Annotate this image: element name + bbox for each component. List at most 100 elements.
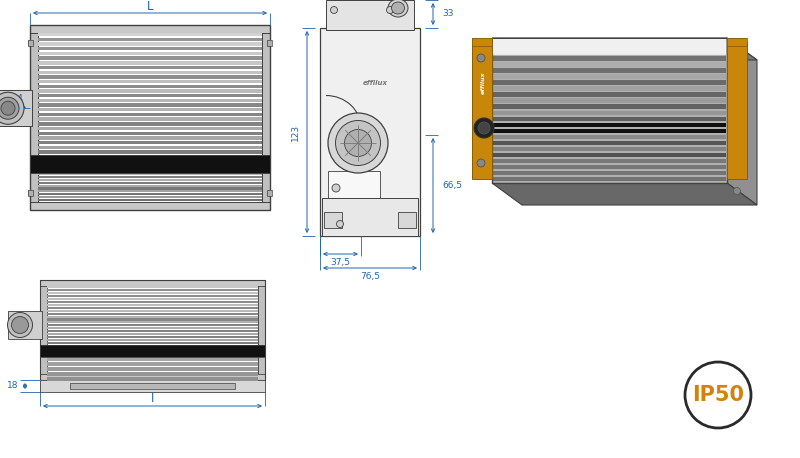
Bar [0, 90, 32, 126]
Bar [258, 283, 265, 377]
Bar [38, 75, 262, 79]
Bar [262, 30, 270, 205]
Bar [30, 202, 270, 210]
Circle shape [386, 6, 394, 13]
Bar [47, 324, 258, 327]
Circle shape [477, 159, 485, 167]
Text: 37,5: 37,5 [330, 257, 350, 267]
Bar [47, 362, 258, 365]
Bar [38, 117, 262, 121]
Ellipse shape [345, 130, 371, 157]
Bar [30, 30, 38, 205]
Circle shape [734, 187, 741, 195]
Ellipse shape [391, 2, 405, 14]
Bar [493, 56, 726, 60]
Bar [493, 123, 726, 127]
Bar [727, 38, 747, 46]
Bar [30, 30, 38, 205]
Bar [47, 289, 258, 291]
Bar [38, 94, 262, 98]
Bar [47, 327, 258, 329]
Text: 76,5: 76,5 [360, 272, 380, 280]
Bar [493, 38, 726, 43]
Polygon shape [492, 38, 757, 60]
Polygon shape [492, 183, 757, 205]
Bar [30, 25, 270, 33]
Text: l: l [151, 393, 154, 405]
Bar [38, 89, 262, 93]
Bar [38, 113, 262, 116]
Text: IP50: IP50 [692, 385, 744, 405]
Bar [30, 25, 270, 210]
Circle shape [332, 184, 340, 192]
Bar [38, 127, 262, 130]
Bar [30, 202, 270, 210]
Bar [38, 187, 262, 190]
Bar [47, 322, 258, 323]
Bar [40, 345, 265, 357]
Bar [47, 357, 258, 360]
Bar [38, 47, 262, 50]
Bar [47, 372, 258, 376]
Bar [28, 190, 33, 196]
Bar [38, 179, 262, 181]
Bar [47, 318, 258, 321]
Bar [326, 0, 414, 30]
Circle shape [477, 54, 485, 62]
Bar [47, 310, 258, 311]
Bar [267, 40, 272, 46]
Bar [47, 316, 258, 317]
Bar [47, 286, 258, 288]
Circle shape [330, 6, 338, 13]
Bar [38, 61, 262, 65]
Ellipse shape [388, 0, 408, 17]
Bar [493, 98, 726, 103]
Bar [30, 25, 270, 33]
Bar [38, 104, 262, 107]
Bar [30, 155, 270, 173]
Bar [472, 42, 492, 179]
Bar [38, 108, 262, 111]
Ellipse shape [474, 118, 494, 138]
Bar [493, 44, 726, 49]
Bar [493, 165, 726, 169]
Bar [492, 38, 727, 183]
Bar [320, 28, 420, 236]
Ellipse shape [11, 316, 29, 333]
Bar [70, 383, 235, 389]
Text: 17,4: 17,4 [4, 94, 24, 103]
Bar [267, 190, 272, 196]
Bar [38, 136, 262, 140]
Bar [493, 39, 726, 54]
Bar [493, 116, 726, 121]
Bar [472, 38, 492, 46]
Bar [492, 38, 727, 183]
Circle shape [685, 362, 751, 428]
Bar [40, 283, 47, 377]
Ellipse shape [0, 97, 19, 119]
Bar [493, 177, 726, 181]
Bar [30, 155, 270, 173]
Text: effilux: effilux [362, 80, 387, 86]
Bar [320, 28, 420, 236]
Bar [38, 176, 262, 178]
Bar [493, 153, 726, 157]
Bar [38, 141, 262, 144]
Bar [727, 42, 747, 179]
Bar [47, 301, 258, 303]
Bar [38, 150, 262, 154]
Bar [47, 336, 258, 338]
Bar [40, 374, 265, 380]
Bar [47, 312, 258, 315]
Bar [38, 122, 262, 125]
Bar [38, 185, 262, 187]
Circle shape [337, 220, 343, 228]
Bar [47, 333, 258, 335]
Bar [493, 80, 726, 85]
Text: 123: 123 [291, 124, 300, 141]
Bar [493, 147, 726, 151]
Bar [47, 304, 258, 306]
Bar [493, 62, 726, 67]
Bar [38, 85, 262, 88]
Bar [40, 380, 265, 392]
